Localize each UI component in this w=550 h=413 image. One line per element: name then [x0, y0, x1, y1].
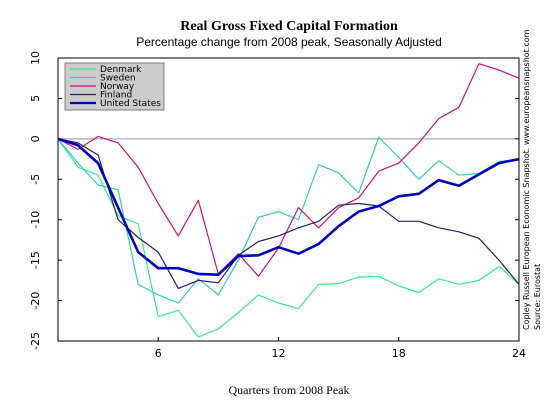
legend-label-united-states: United States: [100, 99, 161, 109]
series-line-denmark: [57, 138, 520, 338]
x-axis: 6 12 18 24: [155, 337, 526, 360]
series-line-norway: [57, 63, 520, 277]
x-tick-label: 24: [512, 347, 526, 360]
plot-area: 10 5 0 -5 -10 -15 -20 -25 6 12 18 24: [29, 51, 526, 360]
y-tick-label: 10: [29, 51, 42, 65]
y-tick-label: 5: [29, 95, 42, 102]
y-axis: 10 5 0 -5 -10 -15 -20 -25: [29, 51, 519, 350]
series-lines: [57, 63, 520, 338]
x-tick-label: 6: [155, 347, 162, 360]
x-tick-label: 18: [392, 347, 406, 360]
chart-subtitle: Percentage change from 2008 peak, Season…: [136, 35, 442, 49]
y-tick-label: -25: [29, 332, 42, 350]
y-tick-label: -15: [29, 251, 42, 269]
legend-label-denmark: Denmark: [100, 65, 142, 75]
legend-label-sweden: Sweden: [100, 74, 136, 84]
series-line-sweden: [57, 136, 520, 304]
legend-label-finland: Finland: [100, 91, 132, 101]
y-tick-label: -5: [29, 174, 42, 185]
credit-line-1: Copley Russell European Economic Snapsho…: [522, 29, 531, 330]
legend-label-norway: Norway: [100, 82, 135, 92]
credit-block: Copley Russell European Economic Snapsho…: [522, 29, 542, 330]
series-line-united-states: [57, 137, 520, 277]
series-line-finland: [57, 138, 520, 289]
plot-frame: [57, 57, 520, 342]
credit-line-2: Source: Eurostat: [533, 264, 542, 330]
y-tick-label: -10: [29, 211, 42, 229]
chart-title: Real Gross Fixed Capital Formation: [180, 19, 398, 34]
y-tick-label: 0: [29, 135, 42, 142]
y-tick-label: -20: [29, 292, 42, 310]
x-tick-label: 12: [271, 347, 285, 360]
x-axis-label: Quarters from 2008 Peak: [229, 383, 350, 397]
